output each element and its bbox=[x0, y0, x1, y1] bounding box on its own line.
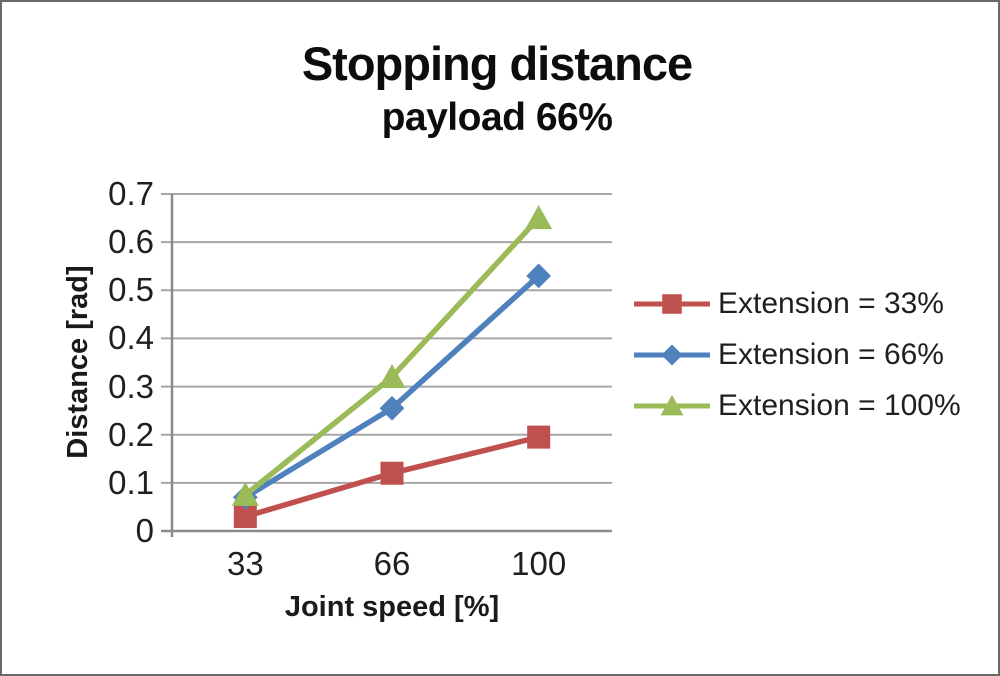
y-tick-label: 0.7 bbox=[108, 175, 154, 212]
data-point-square bbox=[380, 461, 404, 485]
series-line-triangle bbox=[243, 216, 541, 498]
y-tick-label: 0.3 bbox=[108, 367, 154, 405]
x-tick-label: 100 bbox=[511, 545, 567, 582]
x-tick-label: 33 bbox=[226, 545, 264, 582]
y-tick-label: 0.2 bbox=[108, 415, 154, 453]
legend-item: Extension = 33% bbox=[632, 284, 944, 324]
legend-item: Extension = 100% bbox=[632, 386, 961, 426]
x-tick-label: 66 bbox=[373, 545, 411, 582]
data-point-square bbox=[233, 505, 257, 529]
data-point-square bbox=[527, 425, 551, 449]
x-axis-title: Joint speed [%] bbox=[284, 591, 500, 623]
data-point-triangle bbox=[378, 363, 406, 388]
data-point-diamond bbox=[379, 395, 405, 421]
data-point-triangle bbox=[231, 481, 259, 506]
square-legend-icon bbox=[634, 294, 710, 314]
legend-marker-triangle bbox=[660, 394, 684, 416]
y-tick-label: 0.4 bbox=[108, 319, 154, 357]
triangle-legend-icon bbox=[634, 394, 710, 416]
chart-title: Stopping distance bbox=[301, 37, 693, 90]
y-tick-label: 0.1 bbox=[108, 463, 154, 501]
legend-label: Extension = 66% bbox=[718, 338, 944, 371]
chart-subtitle: payload 66% bbox=[381, 96, 613, 139]
legend-item: Extension = 66% bbox=[632, 335, 944, 375]
y-tick-label: 0 bbox=[135, 512, 154, 549]
y-tick-label: 0.5 bbox=[108, 271, 154, 309]
legend-marker-square bbox=[662, 294, 682, 314]
legend-label: Extension = 33% bbox=[718, 287, 944, 320]
legend-marker-diamond bbox=[661, 344, 683, 366]
data-point-triangle bbox=[525, 205, 553, 230]
y-tick-label: 0.6 bbox=[108, 223, 154, 261]
diamond-legend-icon bbox=[634, 344, 710, 366]
legend-label: Extension = 100% bbox=[718, 389, 961, 422]
data-point-diamond bbox=[526, 263, 552, 289]
